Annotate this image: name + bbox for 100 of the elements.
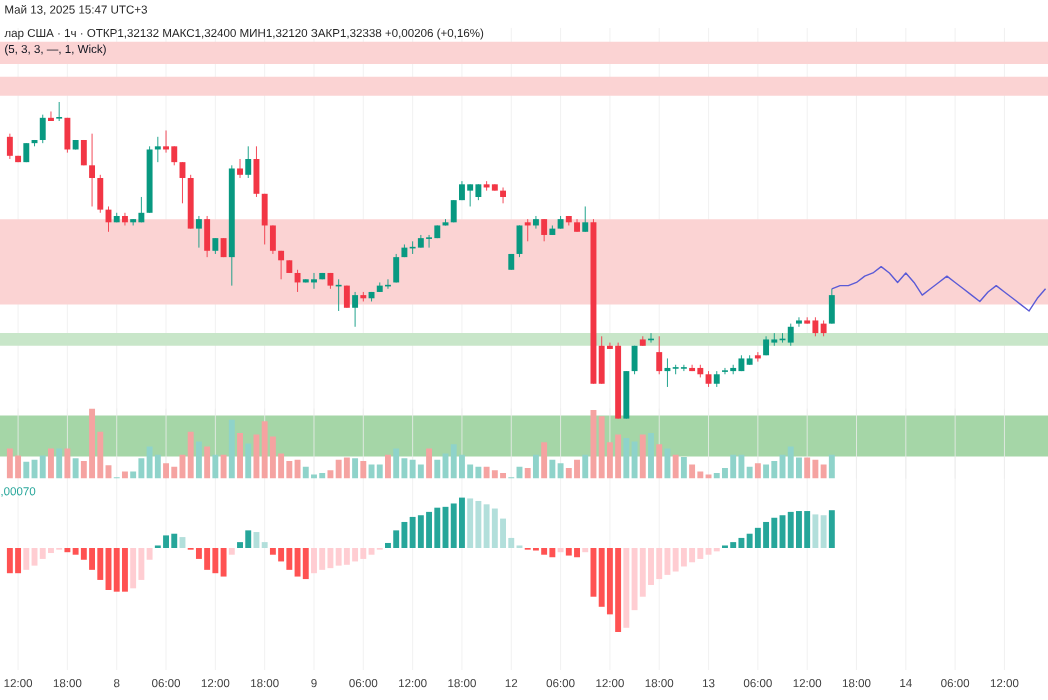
bar (302, 548, 309, 580)
bar (582, 454, 589, 479)
candlestick (138, 196, 145, 223)
bar (532, 454, 539, 479)
bar (746, 533, 753, 548)
bar (804, 511, 811, 548)
bar (656, 444, 663, 479)
bar (426, 448, 433, 479)
bar (672, 548, 679, 572)
bar (294, 459, 301, 479)
bar (335, 548, 342, 566)
bar (664, 548, 671, 575)
bar (376, 464, 383, 479)
bar (261, 421, 268, 479)
bar (335, 459, 342, 479)
bar (294, 548, 301, 577)
bar (648, 433, 654, 479)
bar (524, 468, 531, 479)
candlestick (393, 253, 400, 283)
bar (319, 548, 326, 570)
candlestick (6, 133, 13, 160)
bar (475, 466, 482, 479)
bar (343, 457, 350, 479)
bar (385, 454, 391, 479)
bar (269, 548, 276, 555)
bar (228, 419, 235, 479)
bar (302, 466, 309, 479)
bar (426, 511, 433, 548)
candlestick (500, 187, 507, 204)
candlestick (245, 145, 252, 179)
bar (491, 508, 498, 548)
bar (130, 548, 137, 589)
bar (483, 504, 490, 548)
bar (631, 441, 638, 479)
candlestick (467, 183, 474, 207)
bar (730, 454, 737, 479)
bar (738, 537, 745, 548)
bar (549, 459, 556, 479)
bar (738, 454, 745, 479)
bar (228, 548, 235, 555)
bar (467, 498, 474, 548)
bar (72, 458, 79, 479)
bar (6, 448, 13, 479)
bar (286, 461, 293, 479)
candlestick (195, 215, 202, 249)
bar (541, 442, 548, 479)
candlestick (163, 130, 169, 154)
bar (656, 548, 663, 580)
bar (286, 548, 293, 570)
bar (483, 466, 490, 479)
bar (491, 470, 498, 479)
bar (787, 446, 794, 479)
bar (253, 532, 260, 548)
bar (574, 459, 580, 479)
bar (475, 500, 482, 548)
bar (812, 514, 819, 548)
bar (771, 461, 778, 479)
bar (360, 461, 367, 479)
candlestick (754, 351, 761, 363)
bar (72, 548, 79, 555)
bar (598, 548, 605, 607)
bar (615, 548, 622, 632)
bar (689, 548, 696, 563)
bar (15, 548, 22, 574)
bar (6, 548, 13, 574)
candlestick (269, 225, 276, 255)
bar (23, 461, 30, 479)
bar (204, 548, 211, 570)
bar (820, 515, 827, 548)
candlestick (171, 145, 178, 166)
bar (450, 444, 457, 479)
bar (64, 448, 71, 479)
candlestick (261, 193, 268, 245)
bar (278, 548, 285, 562)
bar (417, 515, 424, 548)
candlestick (828, 288, 835, 325)
candlestick (55, 101, 63, 122)
bar (434, 459, 441, 479)
bar (163, 535, 169, 548)
bar (343, 548, 350, 565)
bar (409, 516, 416, 548)
bar (154, 454, 161, 479)
bar (754, 463, 761, 479)
bar (39, 548, 46, 559)
bar (796, 511, 802, 548)
candlestick (311, 272, 317, 290)
bar (212, 548, 219, 574)
bar (713, 472, 720, 479)
candlestick (582, 206, 589, 233)
bar (689, 464, 696, 479)
bar (311, 548, 317, 574)
candlestick (294, 269, 301, 293)
bar (705, 548, 712, 555)
candlestick (796, 316, 802, 328)
bar (598, 416, 605, 479)
bar (574, 548, 580, 558)
bar (828, 454, 835, 479)
bar (450, 503, 457, 548)
bar (565, 548, 572, 556)
bar (680, 548, 687, 567)
